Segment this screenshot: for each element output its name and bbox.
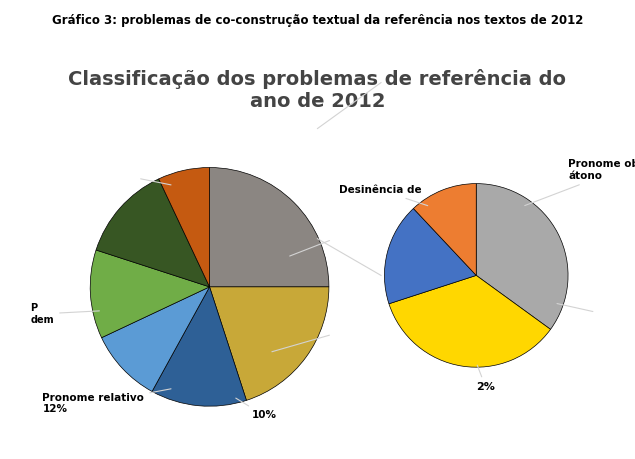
Text: Desinência de: Desinência de: [338, 185, 428, 206]
Text: Verbo com elipse: Verbo com elipse: [48, 166, 171, 185]
Wedge shape: [389, 275, 551, 367]
Wedge shape: [413, 184, 476, 275]
Text: os
%: os %: [290, 225, 346, 256]
Text: P
dem: P dem: [30, 303, 99, 325]
Text: Pronome oblíquo
átono: Pronome oblíquo átono: [525, 159, 635, 206]
Wedge shape: [476, 184, 568, 330]
Text: 10%: 10%: [236, 398, 276, 420]
Text: Pronome relativo
12%: Pronome relativo 12%: [43, 389, 171, 414]
Text: Pronome
possessivo
pesoal: Pronome possessivo pesoal: [272, 309, 388, 352]
Wedge shape: [384, 208, 476, 304]
Wedge shape: [210, 168, 329, 287]
Wedge shape: [102, 287, 210, 392]
Wedge shape: [96, 179, 210, 287]
Text: Gráfico 3: problemas de co-construção textual da referência nos textos de 2012: Gráfico 3: problemas de co-construção te…: [52, 14, 583, 27]
Wedge shape: [159, 168, 210, 287]
Text: 2%: 2%: [476, 365, 495, 392]
Wedge shape: [210, 287, 329, 400]
Wedge shape: [152, 287, 246, 406]
Wedge shape: [90, 250, 210, 338]
Text: Classificação dos problemas de referência do
ano de 2012: Classificação dos problemas de referênci…: [69, 68, 566, 111]
